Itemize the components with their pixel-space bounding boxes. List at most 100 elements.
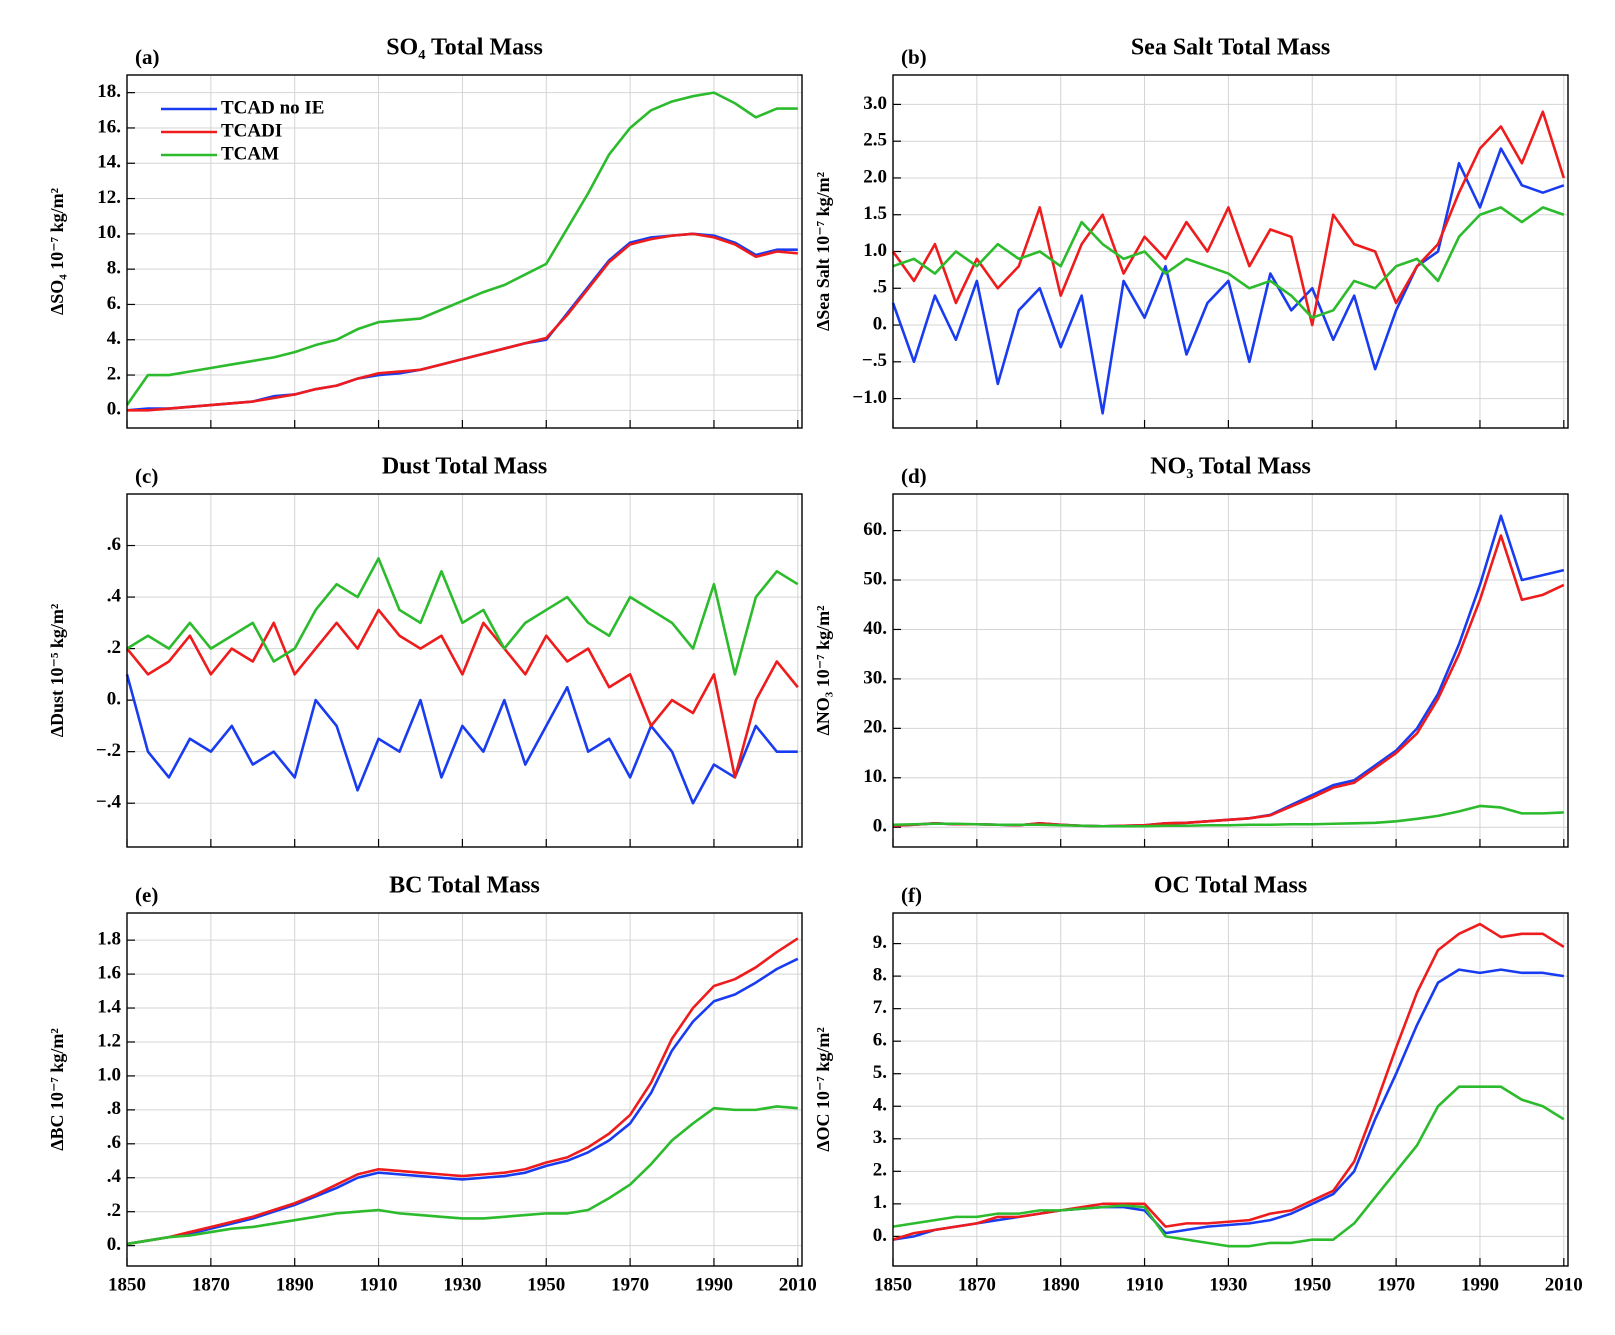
x-tick-label: 1930 — [443, 1274, 481, 1295]
y-axis-label: ΔSea Salt 10⁻⁷ kg/m² — [813, 172, 833, 331]
series-line — [126, 557, 799, 676]
series-line — [891, 110, 1566, 327]
y-axis-label: ΔSO₄ 10⁻⁷ kg/m² — [47, 188, 67, 315]
series-line — [891, 147, 1565, 415]
series-line — [127, 232, 798, 412]
panel-label: (a) — [135, 45, 160, 69]
y-tick-label: 16. — [97, 116, 121, 137]
y-tick-label: −.2 — [96, 740, 121, 761]
legend-label: TCAD no IE — [221, 97, 324, 118]
y-tick-label: 4. — [873, 1095, 887, 1116]
y-tick-label: 1.8 — [97, 929, 121, 950]
series-line — [892, 206, 1565, 319]
plot-area — [127, 75, 802, 428]
y-tick-label: 40. — [863, 618, 887, 639]
y-tick-label: 8. — [107, 258, 121, 279]
y-tick-label: 1. — [873, 1192, 887, 1213]
x-tick-label: 1850 — [108, 1274, 146, 1295]
x-tick-label: 2010 — [1545, 1274, 1583, 1295]
x-tick-label: 1970 — [611, 1274, 649, 1295]
y-tick-label: .6 — [107, 1132, 121, 1153]
x-tick-label: 1910 — [360, 1274, 398, 1295]
series-line — [126, 937, 799, 1246]
y-tick-label: .4 — [107, 585, 122, 606]
y-tick-label: 14. — [97, 152, 121, 173]
panel-label: (d) — [901, 464, 927, 488]
y-tick-label: 8. — [873, 964, 887, 985]
y-tick-label: .4 — [107, 1166, 122, 1187]
y-tick-label: 10. — [97, 222, 121, 243]
y-tick-label: 0. — [107, 688, 121, 709]
y-tick-label: 2. — [107, 363, 121, 384]
x-tick-label: 2010 — [779, 1274, 817, 1295]
x-tick-label: 1870 — [192, 1274, 230, 1295]
y-tick-label: 6. — [107, 293, 121, 314]
x-tick-label: 1950 — [1293, 1274, 1331, 1295]
series-line — [892, 968, 1565, 1241]
y-tick-label: 0. — [873, 313, 887, 334]
y-tick-label: 0. — [873, 1225, 887, 1246]
y-tick-label: 1.2 — [97, 1030, 121, 1051]
y-tick-label: 6. — [873, 1030, 887, 1051]
series-line — [125, 674, 798, 805]
plot-area — [893, 494, 1568, 847]
panel-label: (b) — [901, 45, 927, 69]
y-tick-label: 1.5 — [863, 203, 887, 224]
x-tick-label: 1970 — [1377, 1274, 1415, 1295]
y-tick-label: 1.6 — [97, 962, 121, 983]
legend-label: TCADI — [221, 120, 282, 141]
x-tick-label: 1910 — [1126, 1274, 1164, 1295]
plot-area — [127, 913, 802, 1266]
y-tick-label: .2 — [107, 1200, 121, 1221]
y-tick-label: 50. — [863, 568, 887, 589]
y-tick-label: 60. — [863, 519, 887, 540]
chart-title: BC Total Mass — [389, 873, 540, 899]
panel-label: (e) — [135, 883, 158, 907]
y-tick-label: −.4 — [96, 792, 122, 813]
panel-label: (f) — [901, 883, 922, 907]
chart-title: Sea Salt Total Mass — [1131, 35, 1330, 61]
chart-title: SO₄ Total Mass — [386, 35, 543, 61]
chart-title: OC Total Mass — [1154, 873, 1307, 899]
chart-title: Dust Total Mass — [382, 454, 547, 480]
x-tick-label: 1930 — [1209, 1274, 1247, 1295]
y-tick-label: 0. — [107, 399, 121, 420]
series-line — [126, 957, 799, 1246]
x-tick-label: 1990 — [695, 1274, 733, 1295]
series-line — [892, 1085, 1565, 1248]
y-tick-label: 1.0 — [97, 1064, 121, 1085]
x-tick-label: 1850 — [874, 1274, 912, 1295]
y-tick-label: 0. — [873, 816, 887, 837]
plot-frame — [892, 74, 1569, 429]
y-tick-label: .6 — [107, 534, 121, 555]
y-tick-label: 3.0 — [863, 93, 887, 114]
y-tick-label: 0. — [107, 1234, 121, 1255]
y-tick-label: 18. — [97, 81, 121, 102]
y-tick-label: 9. — [873, 932, 887, 953]
y-tick-label: −1.0 — [852, 387, 887, 408]
y-tick-label: .8 — [107, 1098, 121, 1119]
series-line — [125, 91, 798, 406]
y-tick-label: 2.5 — [863, 130, 887, 151]
plot-frame — [892, 493, 1569, 848]
y-tick-label: 30. — [863, 667, 887, 688]
y-axis-label: ΔOC 10⁻⁷ kg/m² — [813, 1027, 833, 1152]
series-line — [125, 608, 799, 779]
y-tick-label: 1.0 — [863, 240, 887, 261]
y-tick-label: 1.4 — [97, 996, 121, 1017]
y-tick-label: −.5 — [862, 350, 887, 371]
y-axis-label: ΔDust 10⁻⁵ kg/m² — [47, 604, 67, 738]
y-axis-label: ΔNO₃ 10⁻⁷ kg/m² — [813, 606, 833, 736]
y-tick-label: 7. — [873, 997, 887, 1018]
x-tick-label: 1950 — [527, 1274, 565, 1295]
y-tick-label: 3. — [873, 1127, 887, 1148]
legend-label: TCAM — [221, 143, 279, 164]
plot-frame — [126, 493, 803, 848]
y-tick-label: 2. — [873, 1160, 887, 1181]
plot-frame — [126, 74, 803, 429]
y-tick-label: 20. — [863, 717, 887, 738]
plot-frame — [126, 912, 803, 1267]
y-tick-label: 12. — [97, 187, 121, 208]
y-axis-label: ΔBC 10⁻⁷ kg/m² — [47, 1028, 67, 1151]
